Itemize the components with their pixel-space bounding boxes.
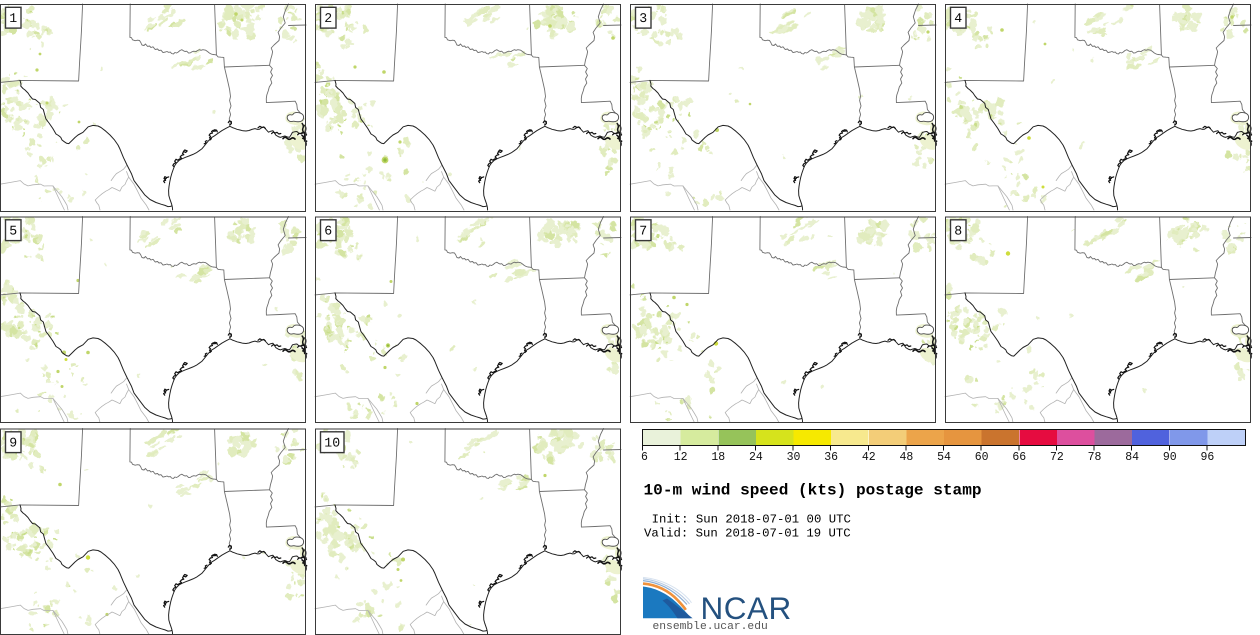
svg-text:90: 90 <box>1163 451 1177 464</box>
svg-text:5: 5 <box>9 223 17 238</box>
svg-text:60: 60 <box>975 451 989 464</box>
svg-text:9: 9 <box>9 435 17 450</box>
svg-text:24: 24 <box>749 451 763 464</box>
svg-text:12: 12 <box>674 451 688 464</box>
svg-text:78: 78 <box>1088 451 1102 464</box>
svg-text:ensemble.ucar.edu: ensemble.ucar.edu <box>653 621 768 633</box>
svg-text:4: 4 <box>954 11 962 26</box>
svg-text:30: 30 <box>787 451 801 464</box>
svg-text:6: 6 <box>324 223 332 238</box>
svg-text:NCAR: NCAR <box>701 590 792 626</box>
svg-text:84: 84 <box>1125 451 1139 464</box>
svg-text:10: 10 <box>324 435 340 450</box>
svg-text:72: 72 <box>1050 451 1064 464</box>
svg-text:42: 42 <box>862 451 876 464</box>
svg-text:96: 96 <box>1200 451 1214 464</box>
svg-text:Valid: Sun 2018-07-01 19 UTC: Valid: Sun 2018-07-01 19 UTC <box>644 527 851 541</box>
svg-text:54: 54 <box>937 451 951 464</box>
svg-text:10-m wind speed (kts) postage: 10-m wind speed (kts) postage stamp <box>644 482 982 500</box>
svg-text:6: 6 <box>641 451 648 464</box>
svg-text:1: 1 <box>9 11 17 26</box>
svg-text:18: 18 <box>711 451 725 464</box>
svg-text:8: 8 <box>954 223 962 238</box>
svg-text:48: 48 <box>899 451 913 464</box>
svg-text:3: 3 <box>639 11 647 26</box>
svg-text:2: 2 <box>324 11 332 26</box>
svg-text:66: 66 <box>1012 451 1026 464</box>
svg-text:36: 36 <box>824 451 838 464</box>
svg-text:Init: Sun 2018-07-01 00 UTC: Init: Sun 2018-07-01 00 UTC <box>652 512 851 526</box>
svg-text:7: 7 <box>639 223 647 238</box>
